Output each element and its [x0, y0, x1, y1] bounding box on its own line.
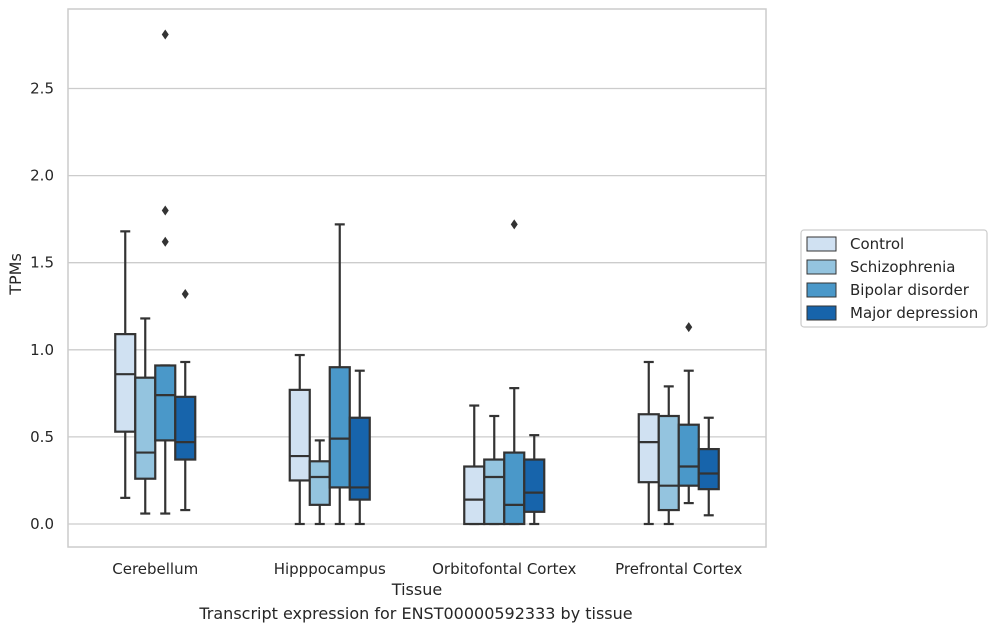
box-group	[308, 439, 331, 526]
box	[657, 414, 680, 512]
box-group	[637, 360, 660, 526]
box-group	[348, 369, 371, 526]
y-axis-ticks: 0.0 0.5 1.0 1.5 2.0 2.5	[30, 80, 54, 534]
box-group	[697, 416, 720, 517]
legend-label: Control	[850, 235, 904, 253]
plot-area	[114, 29, 720, 526]
legend-label: Bipolar disorder	[850, 281, 970, 299]
box-group	[483, 414, 506, 526]
box-group	[134, 317, 157, 515]
outlier-point	[161, 29, 169, 40]
box-group	[463, 404, 486, 526]
box	[134, 376, 157, 480]
box	[483, 458, 506, 526]
box	[174, 395, 197, 461]
box-group	[154, 29, 177, 515]
box	[348, 416, 371, 501]
y-tick-label: 1.5	[30, 254, 54, 272]
legend-swatch	[806, 305, 837, 321]
y-tick-label: 2.5	[30, 80, 54, 98]
legend-swatch	[806, 236, 837, 252]
box-group	[677, 322, 700, 505]
legend-label: Major depression	[850, 304, 978, 322]
legend-label: Schizophrenia	[850, 258, 955, 276]
x-axis-ticks: Cerebellum Hipppocampus Orbitofontal Corte…	[112, 560, 742, 578]
outlier-point	[685, 322, 693, 333]
box	[288, 388, 311, 482]
box	[523, 458, 546, 513]
box	[637, 413, 660, 484]
box	[328, 366, 351, 489]
box-group	[174, 289, 197, 512]
legend-swatch	[806, 282, 837, 298]
legend-frame	[800, 229, 988, 328]
box-group	[288, 353, 311, 526]
box-group	[114, 230, 137, 499]
x-tick-label: Cerebellum	[112, 560, 198, 578]
box-group	[523, 434, 546, 526]
box	[114, 333, 137, 433]
box	[697, 447, 720, 491]
chart-caption: Transcript expression for ENST0000059233…	[199, 604, 633, 623]
box	[677, 423, 700, 487]
x-tick-label: Hipppocampus	[274, 560, 386, 578]
x-tick-label: Prefrontal Cortex	[615, 560, 742, 578]
box	[463, 465, 486, 526]
box-group	[503, 219, 526, 526]
y-tick-label: 1.0	[30, 341, 54, 359]
box-group	[657, 385, 680, 526]
legend-swatch	[806, 259, 837, 275]
box	[154, 364, 177, 442]
y-tick-label: 0.0	[30, 515, 54, 533]
outlier-point	[161, 236, 169, 247]
y-tick-label: 0.5	[30, 428, 54, 446]
box	[308, 460, 331, 506]
x-axis-label: Tissue	[391, 580, 442, 599]
box-group	[328, 223, 351, 526]
y-axis-label: TPMs	[6, 253, 25, 296]
legend: Control Schizophrenia Bipolar disorder Majo…	[800, 229, 988, 328]
outlier-point	[181, 289, 189, 300]
y-tick-label: 2.0	[30, 167, 54, 185]
x-tick-label: Orbitofontal Cortex	[432, 560, 576, 578]
box	[503, 451, 526, 526]
plot-frame	[67, 8, 767, 548]
outlier-point	[161, 205, 169, 216]
outlier-point	[510, 219, 518, 230]
